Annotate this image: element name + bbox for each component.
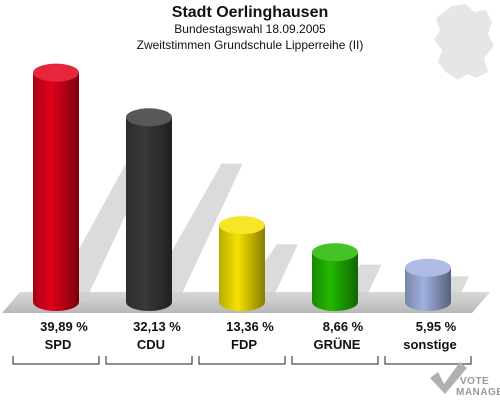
bar-top-grüne [312,243,358,262]
value-label: 39,89 % [40,319,88,334]
bar-sonstige [405,267,451,311]
category-label: GRÜNE [314,337,361,352]
bar-fdp [219,225,265,311]
bar-top-cdu [126,108,172,127]
category-bracket [198,356,286,365]
category-label: SPD [45,337,72,352]
germany-map-icon [434,4,494,80]
value-label: 13,36 % [226,319,274,334]
chart-title: Stadt Oerlinghausen [172,4,328,21]
category-bracket [384,356,472,365]
category-bracket [105,356,193,365]
category-label: CDU [137,337,165,352]
value-label: 8,66 % [323,319,364,334]
value-label: 32,13 % [133,319,181,334]
bar-top-fdp [219,216,265,235]
bar-top-spd [33,63,79,82]
checkmark-icon [430,362,467,394]
bar-top-sonstige [405,258,451,277]
chart-subtitle-location: Zweitstimmen Grundschule Lipperreihe (II… [137,38,364,52]
category-bracket [12,356,100,365]
bar-spd [33,72,79,311]
bar-grüne [312,252,358,311]
vote-manager-logo: VOTE MANAGER [430,362,500,398]
value-label: 5,95 % [416,319,457,334]
logo-text-manager: MANAGER [456,387,500,398]
category-label: sonstige [403,337,456,352]
category-bracket [291,356,379,365]
category-label: FDP [231,337,257,352]
logo-text-vote: VOTE [460,376,489,387]
bar-cdu [126,117,172,311]
chart-subtitle-date: Bundestagswahl 18.09.2005 [174,22,326,36]
